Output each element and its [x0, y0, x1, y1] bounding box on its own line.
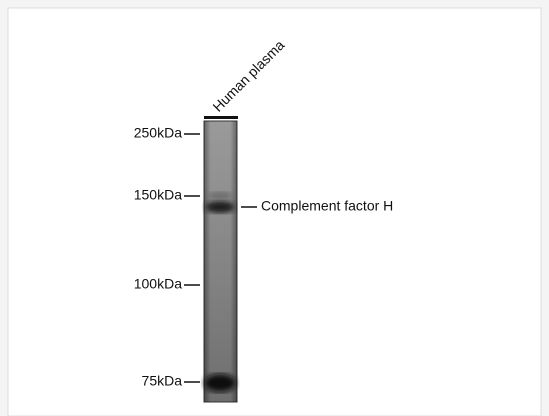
marker-label: 150kDa	[134, 187, 182, 203]
band	[204, 374, 236, 392]
lane-bar	[204, 116, 238, 119]
figure: Human plasma 250kDa 150kDa 100kDa 75kDa …	[0, 0, 549, 416]
band-smear	[207, 192, 233, 200]
marker-label: 100kDa	[134, 276, 182, 292]
band-label: Complement factor H	[261, 198, 393, 214]
marker-label: 75kDa	[142, 373, 183, 389]
band	[205, 201, 235, 213]
marker-label: 250kDa	[134, 125, 182, 141]
lane-shade	[204, 121, 237, 402]
